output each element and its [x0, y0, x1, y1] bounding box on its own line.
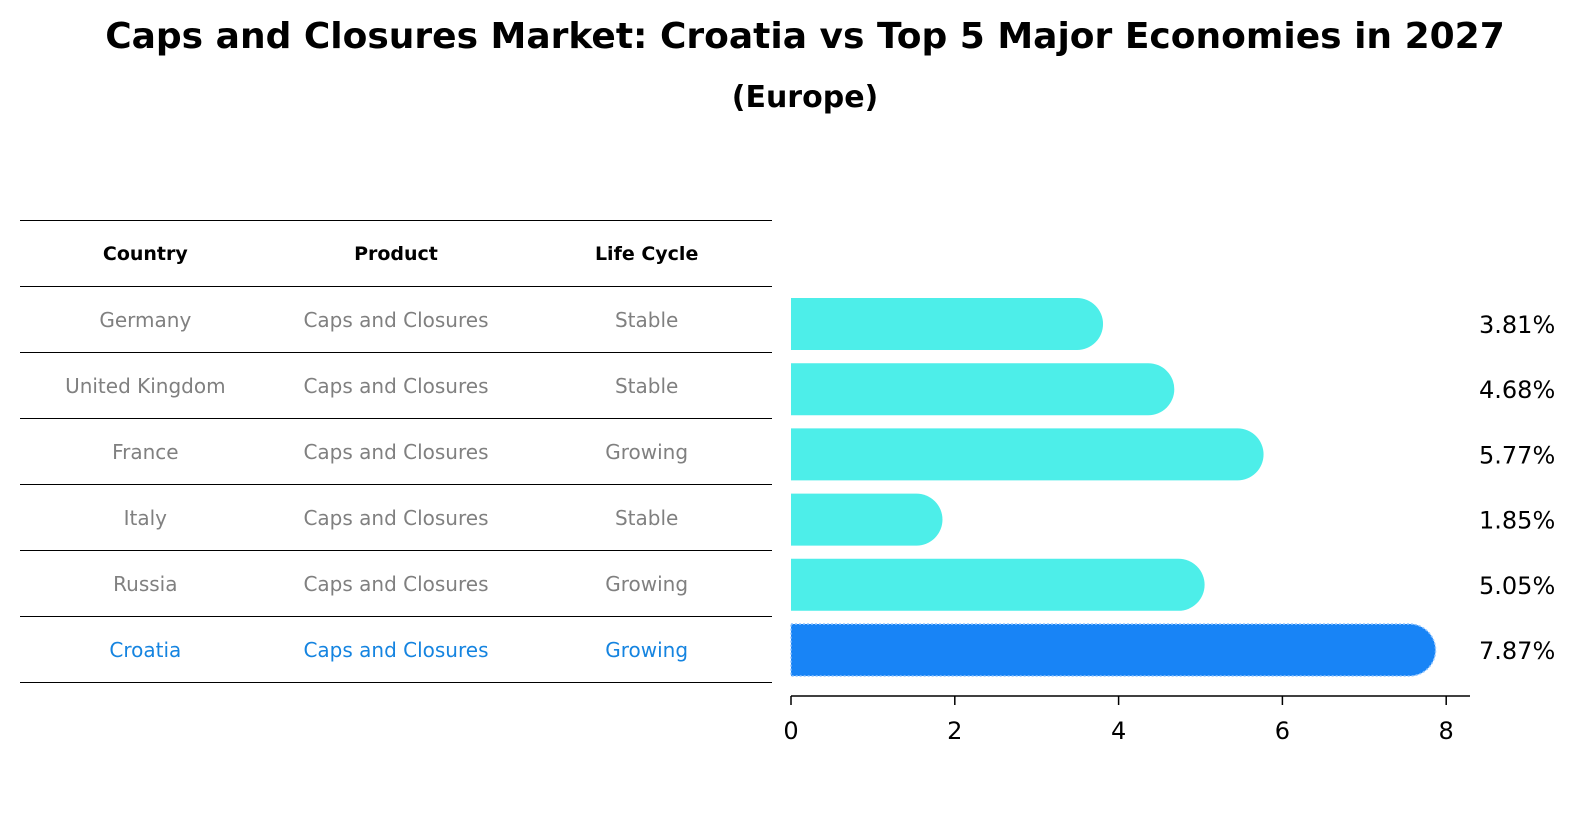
cell-country: United Kingdom [20, 352, 271, 419]
table-row: Germany Caps and Closures Stable [20, 286, 772, 353]
cell-life-cycle: Stable [521, 286, 772, 353]
table-row: United Kingdom Caps and Closures Stable [20, 352, 772, 419]
cell-product: Caps and Closures [270, 418, 522, 485]
table-row-highlight: Croatia Caps and Closures Growing [20, 616, 772, 683]
x-tick-label: 2 [947, 717, 962, 745]
cell-product: Caps and Closures [270, 550, 522, 617]
cell-product: Caps and Closures [270, 616, 522, 683]
cell-country: Russia [20, 550, 271, 617]
cell-country: Germany [20, 286, 271, 353]
data-label: 7.87% [1479, 637, 1555, 665]
data-label: 5.77% [1479, 441, 1555, 469]
cell-product: Caps and Closures [270, 352, 522, 419]
data-label: 5.05% [1479, 572, 1555, 600]
cell-product: Caps and Closures [270, 286, 522, 353]
bar-italy [791, 493, 943, 546]
cell-life-cycle: Growing [521, 550, 772, 617]
bar-germany [791, 298, 1104, 350]
header-life-cycle: Life Cycle [521, 220, 772, 287]
market-table: Country Product Life Cycle Germany Caps … [20, 220, 772, 683]
header-product: Product [270, 220, 522, 287]
table-row: Italy Caps and Closures Stable [20, 484, 772, 551]
chart-subtitle: (Europe) [731, 80, 879, 115]
cell-life-cycle: Stable [521, 484, 772, 551]
x-tick-label: 0 [783, 717, 798, 745]
cell-country: Italy [20, 484, 271, 551]
cell-life-cycle: Stable [521, 352, 772, 419]
x-tick-label: 6 [1275, 717, 1290, 745]
data-label: 1.85% [1479, 507, 1555, 535]
header-country: Country [20, 220, 271, 287]
data-label: 4.68% [1479, 376, 1555, 404]
bar-russia [791, 558, 1205, 611]
cell-life-cycle: Growing [521, 616, 772, 683]
cell-country: France [20, 418, 271, 485]
x-tick-label: 8 [1439, 717, 1454, 745]
chart-title: Caps and Closures Market: Croatia vs Top… [105, 16, 1505, 57]
cell-life-cycle: Growing [521, 418, 772, 485]
table-row: France Caps and Closures Growing [20, 418, 772, 485]
cell-country: Croatia [20, 616, 271, 683]
x-tick-label: 4 [1111, 717, 1126, 745]
bar-france [791, 428, 1264, 481]
cell-product: Caps and Closures [270, 484, 522, 551]
bar-croatia [790, 623, 1437, 677]
table-row: Russia Caps and Closures Growing [20, 550, 772, 617]
table-header-row: Country Product Life Cycle [20, 220, 772, 287]
data-label: 3.81% [1479, 311, 1555, 339]
bar-united-kingdom [791, 363, 1175, 416]
